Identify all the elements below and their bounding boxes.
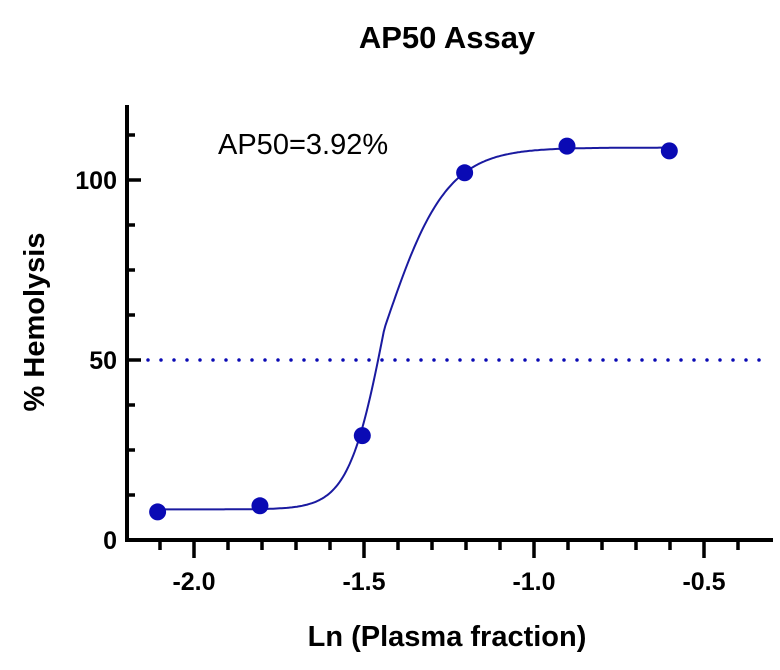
data-point	[558, 137, 576, 155]
data-point	[149, 503, 167, 521]
x-tick-label: -1.0	[512, 568, 555, 596]
data-point	[660, 142, 678, 160]
y-axis-label: % Hemolysis	[19, 233, 51, 412]
x-tick-label: -2.0	[172, 568, 215, 596]
y-tick-label: 50	[89, 347, 117, 375]
data-point	[251, 497, 269, 515]
x-axis-label: Ln (Plasma fraction)	[308, 621, 587, 653]
fit-curve	[157, 146, 670, 511]
ap50-annotation: AP50=3.92%	[218, 129, 388, 161]
y-tick-label: 100	[75, 167, 117, 195]
y-tick-label: 0	[103, 527, 117, 555]
data-point	[353, 427, 371, 445]
x-tick-label: -0.5	[682, 568, 725, 596]
x-tick-label: -1.5	[342, 568, 385, 596]
chart-title: AP50 Assay	[359, 20, 536, 55]
data-point	[456, 164, 474, 182]
